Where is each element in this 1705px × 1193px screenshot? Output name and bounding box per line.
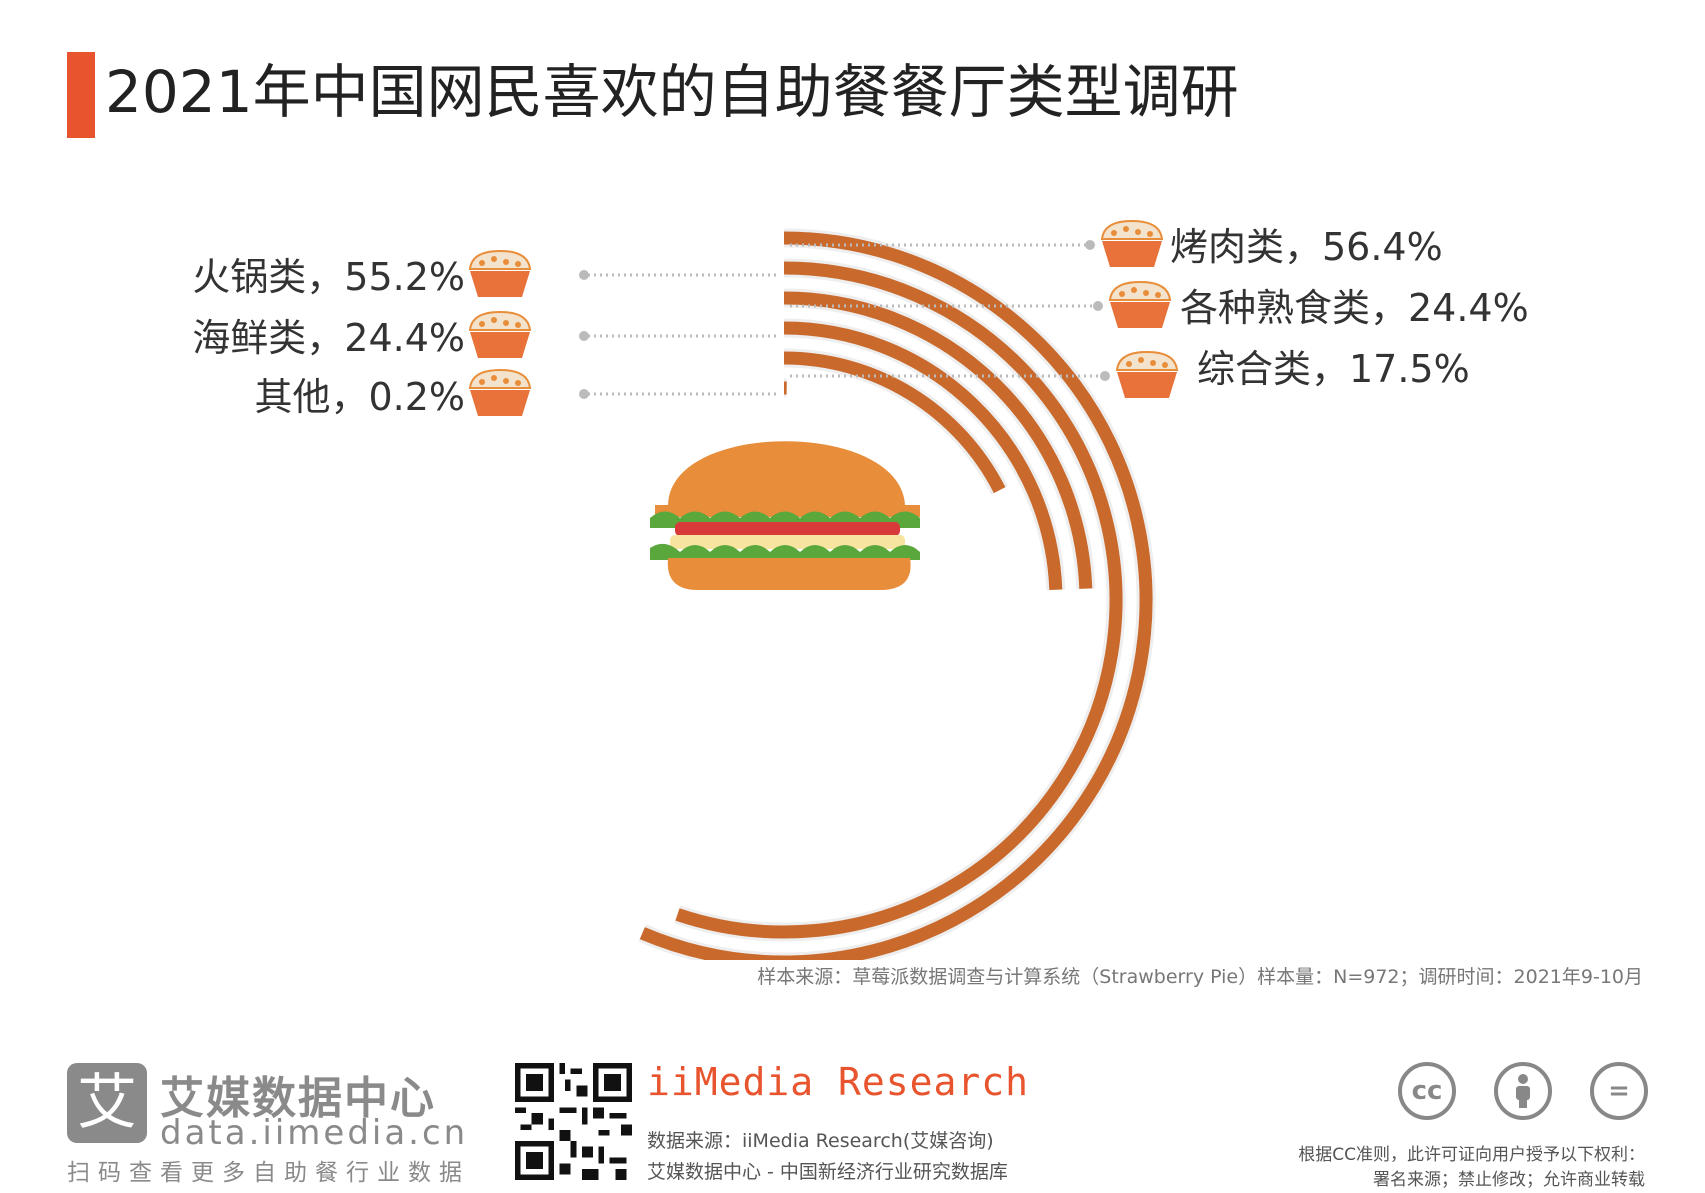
logo-url: data.iimedia.cn — [160, 1113, 469, 1153]
attribution-icon — [1494, 1062, 1552, 1120]
title-accent-bar — [67, 52, 95, 138]
leader-dot-seafood — [579, 331, 589, 341]
cupcake-icon — [468, 368, 532, 416]
logo-title: 艾媒数据中心 — [160, 1073, 436, 1124]
arc-hotpot — [675, 261, 1123, 939]
label-hotpot: 火锅类，55.2% — [192, 255, 465, 299]
iimedia-logo-icon: 艾 — [67, 1063, 147, 1143]
arc-comprehensive — [783, 351, 1006, 494]
cupcake-icon — [1100, 219, 1164, 267]
label-comprehensive: 综合类，17.5% — [1197, 347, 1470, 391]
cc-rights-line2: 署名来源；禁止修改；允许商业转载 — [1373, 1170, 1645, 1190]
arc-bbq — [639, 231, 1153, 960]
label-deli: 各种熟食类，24.4% — [1180, 286, 1529, 330]
cupcake-icon — [1108, 280, 1172, 328]
leader-dot-comprehensive — [1100, 371, 1110, 381]
cupcake-icon — [1115, 350, 1179, 398]
leader-dot-bbq — [1085, 240, 1095, 250]
brand-name: iiMedia Research — [647, 1060, 1030, 1104]
radial-bar-chart — [468, 219, 1179, 960]
leader-dot-hotpot — [579, 270, 589, 280]
brand-database: 艾媒数据中心 - 中国新经济行业研究数据库 — [647, 1161, 1008, 1183]
leader-dot-deli — [1093, 301, 1103, 311]
hamburger-icon — [650, 441, 920, 590]
cupcake-icon — [468, 310, 532, 358]
cc-rights-line1: 根据CC准则，此许可证向用户授予以下权利： — [1298, 1145, 1645, 1165]
source-note: 样本来源：草莓派数据调查与计算系统（Strawberry Pie）样本量：N=9… — [757, 966, 1643, 988]
page-title: 2021年中国网民喜欢的自助餐餐厅类型调研 — [105, 58, 1239, 126]
cc-icon: cc — [1398, 1062, 1456, 1120]
no-derivatives-icon: = — [1590, 1062, 1648, 1120]
label-seafood: 海鲜类，24.4% — [192, 316, 465, 360]
cupcake-icon — [468, 249, 532, 297]
logo-scan-text: 扫码查看更多自助餐行业数据 — [67, 1160, 470, 1186]
qr-code-icon[interactable] — [515, 1063, 632, 1180]
brand-source: 数据来源：iiMedia Research(艾媒咨询) — [647, 1130, 994, 1152]
leader-dot-other — [579, 389, 589, 399]
arc-deli — [783, 321, 1063, 590]
label-bbq: 烤肉类，56.4% — [1170, 225, 1443, 269]
label-other: 其他，0.2% — [254, 375, 465, 419]
